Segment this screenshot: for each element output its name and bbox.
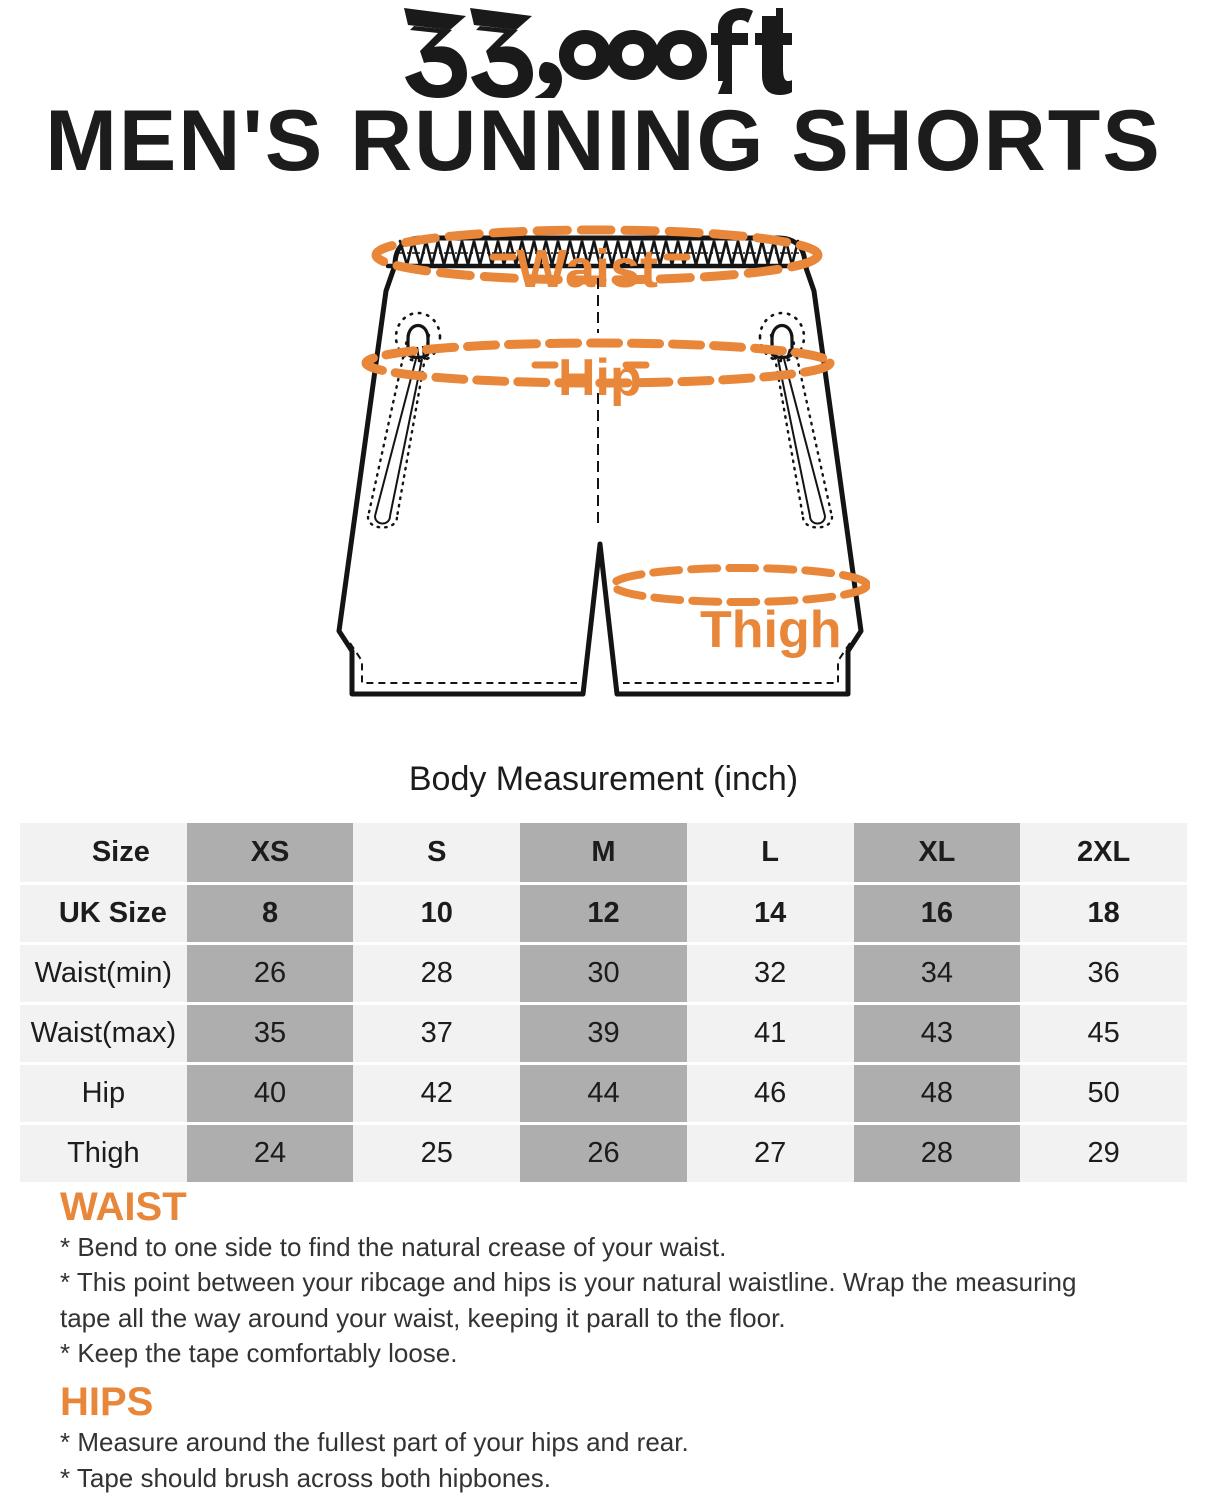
- svg-text:Waist: Waist: [516, 239, 658, 299]
- svg-text:Hip: Hip: [558, 349, 642, 407]
- svg-text:Thigh: Thigh: [700, 601, 842, 659]
